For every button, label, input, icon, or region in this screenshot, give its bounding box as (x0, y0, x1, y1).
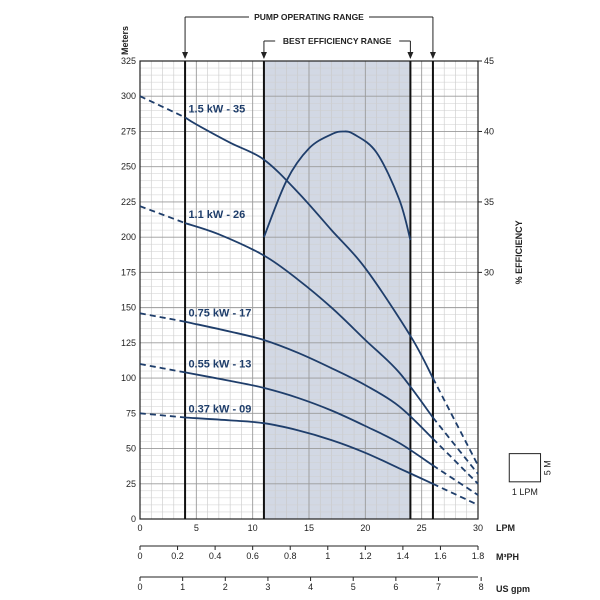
y-tick-label: 100 (121, 373, 136, 383)
series-line-2 (184, 320, 434, 440)
usgpm-tick-label: 6 (393, 582, 398, 592)
usgpm-tick-label: 4 (308, 582, 313, 592)
series-line-dashed-end (432, 464, 479, 496)
y-tick-label: 300 (121, 91, 136, 101)
y2-tick-label: 35 (484, 197, 494, 207)
m3ph-tick-label: 0.2 (171, 551, 184, 561)
usgpm-tick-label: 8 (479, 582, 484, 592)
usgpm-tick-label: 5 (351, 582, 356, 592)
m3ph-tick-label: 0.4 (209, 551, 222, 561)
m3ph-tick-label: 1.4 (397, 551, 410, 561)
series-line-dashed-end (432, 377, 479, 466)
x-tick-label: 30 (473, 523, 483, 533)
y-axis-ticks: 0 25 50 75 100 125 150 175 200 225 250 275 300 325 (121, 56, 136, 524)
efficiency-curve (263, 130, 412, 241)
y-tick-label: 225 (121, 197, 136, 207)
m3ph-tick-label: 0.6 (246, 551, 259, 561)
series-line-dashed-start (139, 205, 186, 224)
y2-tick-label: 40 (484, 126, 494, 136)
series-line-dashed-end (432, 416, 479, 475)
series-line-dashed-start (139, 412, 186, 419)
down-arrow-icon (260, 52, 267, 59)
y2-tick-label: 45 (484, 56, 494, 66)
y-tick-label: 275 (121, 126, 136, 136)
x-axis-title-m3ph: M³PH (496, 552, 519, 562)
x-tick-label: 5 (194, 523, 199, 533)
y2-axis-ticks: 30 35 40 45 (478, 56, 494, 277)
scale-box: 5 M 1 LPM (508, 453, 553, 497)
series-line-1 (184, 222, 434, 419)
x-axis-title-usgpm: US gpm (496, 584, 530, 594)
major-grid (140, 61, 478, 519)
y-tick-label: 250 (121, 162, 136, 172)
scale-box-rect (508, 453, 542, 483)
m3ph-tick-label: 0.8 (284, 551, 297, 561)
x-tick-label: 20 (360, 523, 370, 533)
best-efficiency-range-label: BEST EFFICIENCY RANGE (283, 36, 392, 46)
scale-box-label-horizontal: 1 LPM (512, 487, 538, 497)
x-tick-label: 25 (417, 523, 427, 533)
series-line-dashed-end (432, 482, 479, 506)
usgpm-axis: 0 1 2 3 4 5 6 7 8 (137, 576, 484, 592)
series-line-3 (184, 371, 434, 467)
y2-axis-title: % EFFICIENCY (514, 220, 524, 284)
range-markers (182, 16, 436, 59)
efficiency-group (263, 130, 412, 241)
series-label-0: 1.5 kW - 35 (188, 103, 245, 115)
scale-box-label-vertical: 5 M (543, 460, 553, 475)
series-label-2: 0.75 kW - 17 (188, 308, 251, 320)
series-label-1: 1.1 kW - 26 (188, 209, 245, 221)
down-arrow-icon (182, 52, 189, 59)
series-labels: 1.5 kW - 35 1.1 kW - 26 0.75 kW - 17 0.55 k… (188, 103, 251, 415)
y-tick-label: 0 (131, 514, 136, 524)
m3ph-tick-label: 1.6 (434, 551, 447, 561)
series-line-0 (184, 116, 434, 379)
y-tick-label: 25 (126, 479, 136, 489)
usgpm-tick-label: 1 (180, 582, 185, 592)
m3ph-tick-label: 1.2 (359, 551, 372, 561)
usgpm-tick-label: 0 (137, 582, 142, 592)
x-tick-label: 0 (137, 523, 142, 533)
plot-frame (139, 60, 479, 520)
x-axis-title-lpm: LPM (496, 523, 515, 533)
y-tick-label: 150 (121, 303, 136, 313)
series-label-3: 0.55 kW - 13 (188, 358, 251, 370)
m3ph-axis: 0 0.2 0.4 0.6 0.8 1 1.2 1.4 1.6 1.8 (137, 545, 485, 561)
y-tick-label: 200 (121, 232, 136, 242)
usgpm-tick-label: 3 (265, 582, 270, 592)
usgpm-tick-label: 2 (223, 582, 228, 592)
series-line-dashed-start (139, 95, 186, 119)
series-line-dashed-end (432, 438, 479, 485)
m3ph-tick-label: 1.8 (472, 551, 485, 561)
x-tick-label: 10 (248, 523, 258, 533)
y-tick-label: 125 (121, 338, 136, 348)
series-line-4 (185, 416, 434, 485)
x-tick-label: 15 (304, 523, 314, 533)
series-label-4: 0.37 kW - 09 (188, 404, 251, 416)
series-group (139, 95, 479, 506)
m3ph-tick-label: 0 (137, 551, 142, 561)
best-efficiency-shading (263, 61, 411, 519)
usgpm-tick-label: 7 (436, 582, 441, 592)
y-tick-label: 175 (121, 267, 136, 277)
series-line-dashed-start (139, 312, 186, 323)
y-tick-label: 325 (121, 56, 136, 66)
pump-operating-range-label: PUMP OPERATING RANGE (254, 12, 364, 22)
series-line-dashed-start (139, 363, 186, 374)
y-tick-label: 50 (126, 444, 136, 454)
y-tick-label: 75 (126, 408, 136, 418)
down-arrow-icon (407, 52, 414, 59)
y-axis-title: Meters (120, 26, 130, 55)
range-lines (184, 61, 434, 519)
m3ph-tick-label: 1 (325, 551, 330, 561)
down-arrow-icon (429, 52, 436, 59)
y2-tick-label: 30 (484, 267, 494, 277)
x-axis-ticks: 0 5 10 15 20 25 30 (137, 523, 483, 533)
